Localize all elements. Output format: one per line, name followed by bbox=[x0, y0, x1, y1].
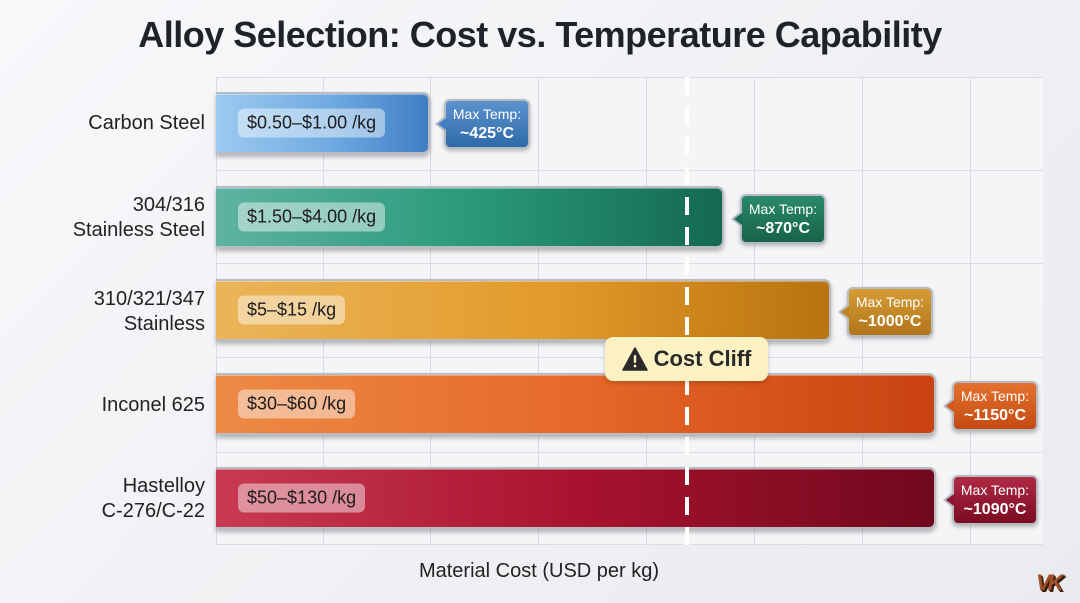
warning-icon bbox=[621, 347, 648, 371]
gridline bbox=[970, 77, 971, 545]
max-temp-callout-hastelloy: Max Temp: ~1090°C bbox=[952, 475, 1038, 525]
max-temp-value: ~870°C bbox=[756, 220, 810, 237]
category-label-line: Carbon Steel bbox=[88, 112, 205, 134]
category-label-line: Inconel 625 bbox=[101, 394, 205, 416]
cost-range-label: $1.50–$4.00 /kg bbox=[238, 202, 386, 232]
cost-range-label: $50–$130 /kg bbox=[238, 483, 366, 513]
max-temp-callout-310-321-347: Max Temp: ~1000°C bbox=[847, 287, 933, 337]
gridline bbox=[216, 452, 1043, 453]
gridline bbox=[216, 77, 1043, 78]
bar-carbon-steel: $0.50–$1.00 /kg bbox=[216, 92, 430, 154]
x-axis-label: Material Cost (USD per kg) bbox=[0, 560, 1080, 583]
max-temp-value: ~425°C bbox=[460, 125, 514, 142]
gridline bbox=[216, 263, 1043, 264]
gridline bbox=[216, 170, 1043, 171]
max-temp-label: Max Temp: bbox=[960, 482, 1030, 498]
category-label-hastelloy: Hastelloy C-276/C-22 bbox=[5, 474, 205, 524]
max-temp-callout-304-316: Max Temp: ~870°C bbox=[740, 194, 826, 244]
category-label-304-316: 304/316 Stainless Steel bbox=[5, 193, 205, 243]
cost-range-label: $5–$15 /kg bbox=[238, 295, 346, 325]
category-label-310-321-347: 310/321/347 Stainless bbox=[5, 287, 205, 337]
bar-inconel-625: $30–$60 /kg bbox=[216, 373, 936, 435]
cost-cliff-label: Cost Cliff bbox=[653, 346, 752, 371]
max-temp-callout-inconel-625: Max Temp: ~1150°C bbox=[952, 381, 1038, 431]
max-temp-value: ~1090°C bbox=[963, 501, 1027, 518]
category-label-line: Stainless Steel bbox=[72, 219, 205, 241]
max-temp-label: Max Temp: bbox=[452, 106, 522, 122]
max-temp-value: ~1150°C bbox=[963, 407, 1026, 424]
cost-cliff-dashed-line bbox=[685, 77, 689, 547]
category-label-line: 310/321/347 bbox=[93, 288, 205, 310]
max-temp-label: Max Temp: bbox=[748, 201, 818, 217]
category-label-carbon-steel: Carbon Steel bbox=[5, 111, 205, 136]
vk-logo: VK bbox=[1036, 570, 1064, 595]
cost-range-label: $30–$60 /kg bbox=[238, 389, 356, 419]
x-axis-label-text: Material Cost (USD per kg) bbox=[418, 560, 660, 582]
max-temp-value: ~1000°C bbox=[858, 313, 922, 330]
max-temp-callout-carbon-steel: Max Temp: ~425°C bbox=[444, 99, 530, 149]
category-label-line: Stainless bbox=[123, 313, 205, 335]
cost-range-label: $0.50–$1.00 /kg bbox=[238, 108, 386, 138]
category-label-line: C-276/C-22 bbox=[101, 500, 205, 522]
category-label-line: 304/316 bbox=[132, 194, 205, 216]
bar-310-321-347-stainless: $5–$15 /kg bbox=[216, 279, 831, 341]
max-temp-label: Max Temp: bbox=[960, 388, 1030, 404]
max-temp-label: Max Temp: bbox=[855, 294, 925, 310]
category-label-line: Hastelloy bbox=[122, 475, 205, 497]
bar-hastelloy: $50–$130 /kg bbox=[216, 467, 936, 529]
gridline bbox=[216, 544, 1043, 545]
chart-title: Alloy Selection: Cost vs. Temperature Ca… bbox=[138, 14, 942, 55]
category-label-inconel-625: Inconel 625 bbox=[5, 393, 205, 418]
bar-304-316-stainless: $1.50–$4.00 /kg bbox=[216, 186, 724, 248]
cost-cliff-annotation: Cost Cliff bbox=[605, 337, 768, 381]
